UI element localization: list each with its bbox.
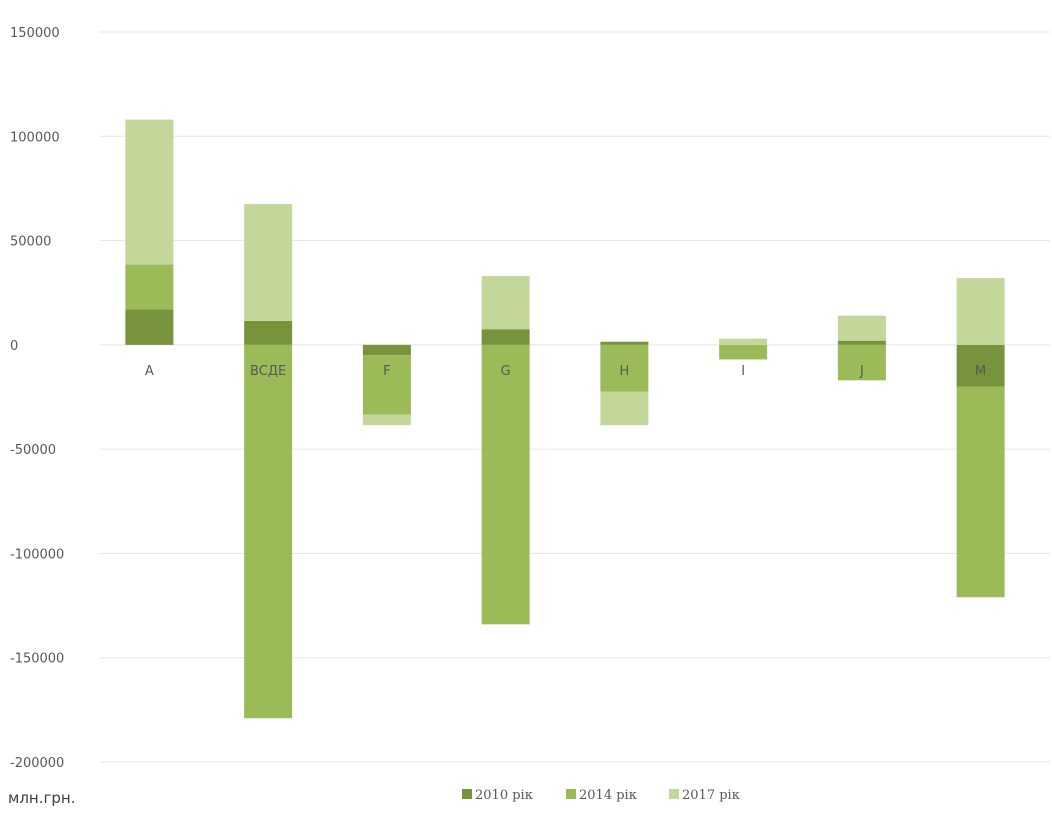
y-tick-label: 100000 [10, 130, 60, 145]
legend-swatch [462, 789, 472, 799]
bar-segment [719, 344, 768, 360]
y-tick-label: -200000 [10, 756, 64, 771]
bar-segment [837, 340, 886, 345]
bar-segment [362, 414, 411, 426]
bar-segment [125, 264, 174, 310]
bar-segment [600, 391, 649, 426]
legend-label: 2014 рік [579, 788, 637, 803]
y-tick-label: 50000 [10, 235, 51, 250]
bar-segment [244, 204, 293, 321]
legend: 2010 рік 2014 рік 2017 рік [462, 788, 740, 803]
legend-swatch [566, 789, 576, 799]
bar-segment [362, 344, 411, 356]
gridlines [100, 31, 1050, 763]
legend-label: 2010 рік [475, 788, 533, 803]
y-axis-ticks: 150000 100000 50000 0 -50000 -100000 -150000 -2… [10, 26, 64, 771]
x-tick-label: A [145, 364, 154, 379]
bar-segment [956, 386, 1005, 598]
y-tick-label: 0 [10, 339, 18, 354]
x-tick-label: I [741, 364, 745, 379]
bar-segment [956, 344, 1005, 387]
bar-segment [956, 278, 1005, 345]
bar-segment [719, 338, 768, 345]
bar-segment [362, 355, 411, 415]
bar-segment [244, 320, 293, 345]
bar-segment [837, 344, 886, 381]
x-tick-label: G [501, 364, 511, 379]
bar-segment [481, 329, 530, 345]
y-tick-label: -50000 [10, 443, 56, 458]
y-tick-label: 150000 [10, 26, 60, 41]
x-axis-ticks: A BCДЕ F G H I J M [145, 364, 986, 379]
unit-label: млн.грн. [8, 789, 75, 807]
bar-segment [600, 341, 649, 345]
bar-segment [481, 276, 530, 330]
bar-segment [837, 315, 886, 341]
x-tick-label: J [859, 364, 864, 379]
bar-segment [125, 309, 174, 345]
y-tick-label: -150000 [10, 652, 64, 667]
bars [125, 119, 1005, 719]
x-tick-label: F [383, 364, 390, 379]
x-tick-label: H [619, 364, 629, 379]
x-tick-label: BCДЕ [250, 364, 286, 379]
bar-segment [481, 344, 530, 625]
bar-segment [125, 119, 174, 265]
legend-label: 2017 рік [682, 788, 740, 803]
x-tick-label: M [975, 364, 986, 379]
bar-segment [600, 344, 649, 392]
y-tick-label: -100000 [10, 547, 64, 562]
legend-swatch [669, 789, 679, 799]
bar-segment [244, 344, 293, 719]
